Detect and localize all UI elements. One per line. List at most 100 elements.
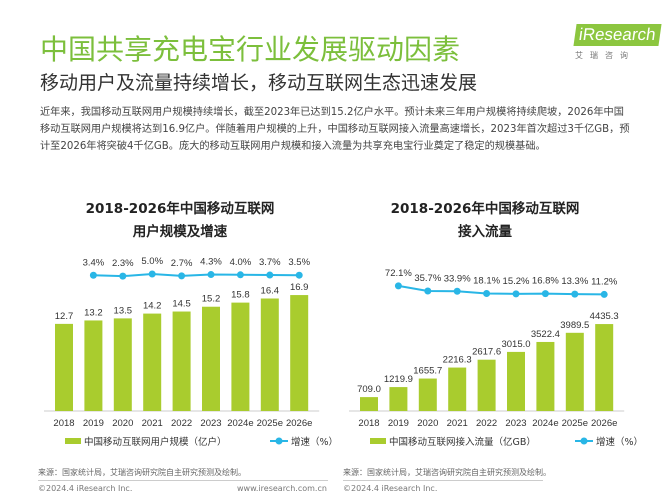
chart2-bar-label-2026e: 4435.3 xyxy=(590,311,619,322)
chart1-growth-point-2022 xyxy=(178,272,186,280)
chart1-title-line1: 2018-2026年中国移动互联网 xyxy=(85,201,275,217)
chart2-growth-line xyxy=(398,284,605,296)
chart1-bar-label-2020: 13.5 xyxy=(114,305,133,316)
chart2-growth-point-2024e xyxy=(541,290,549,298)
chart2-bar-label-2020: 1655.7 xyxy=(413,366,442,377)
chart2-bar-2024e xyxy=(536,341,555,411)
chart2-bar-label-2018: 709.0 xyxy=(357,384,381,395)
chart2-bar-label-2023: 3015.0 xyxy=(501,339,530,350)
chart1-growth-point-2026e xyxy=(295,271,303,279)
chart1-bar-2019 xyxy=(84,320,103,411)
chart2-growth-label-2020: 35.7% xyxy=(414,273,441,284)
chart1-bar-2023 xyxy=(202,306,220,411)
chart2-bar-2019 xyxy=(389,387,408,411)
chart2-title-line2: 接入流量 xyxy=(458,224,512,240)
chart2-bar-label-2022: 2617.6 xyxy=(472,347,501,358)
footer-divider-right xyxy=(343,480,543,481)
chart2-legend-bar-swatch xyxy=(370,438,386,444)
chart1-title-line2: 用户规模及增速 xyxy=(132,224,228,240)
copyright-left: ©2024.4 iResearch Inc. xyxy=(38,484,133,493)
chart2-xtick-2019: 2019 xyxy=(388,418,409,429)
chart1-bar-2024e xyxy=(231,302,250,411)
chart2-growth-point-2021 xyxy=(453,287,461,295)
chart1-growth-point-2021 xyxy=(148,270,156,278)
chart1-xtick-2023: 2023 xyxy=(200,418,221,429)
summary-paragraph: 近年来，我国移动互联网用户规模持续增长，截至2023年已达到15.2亿户水平。预… xyxy=(40,107,630,152)
chart1-legend-bar-swatch xyxy=(65,438,81,444)
chart2-bar-2020 xyxy=(418,378,437,411)
chart1-growth-point-2020 xyxy=(119,272,127,280)
chart2-xtick-2020: 2020 xyxy=(417,418,438,429)
chart2-growth-point-2020 xyxy=(424,287,432,295)
copyright-right: ©2024.4 iResearch Inc. xyxy=(343,484,438,493)
chart2-growth-label-2021: 33.9% xyxy=(444,273,471,284)
chart1-growth-line xyxy=(93,272,300,278)
chart1-bar-label-2025e: 16.4 xyxy=(261,285,280,296)
chart1-bar-label-2018: 12.7 xyxy=(55,311,74,322)
page-title: 中国共享充电宝行业发展驱动因素 xyxy=(40,33,461,66)
chart1-xtick-2018: 2018 xyxy=(53,418,74,429)
chart2-bar-2025e xyxy=(565,332,584,411)
chart1-xtick-2026e: 2026e xyxy=(286,418,312,429)
chart2-growth-point-2026e xyxy=(600,290,608,298)
chart2-growth-point-2025e xyxy=(571,290,579,298)
chart1-bar-label-2023: 15.2 xyxy=(202,294,221,305)
chart1-legend-line-label: 增速（%） xyxy=(291,436,338,448)
chart1-legend-line-dot xyxy=(275,437,283,445)
chart1-growth-label-2021: 5.0% xyxy=(141,256,163,267)
chart2-legend-line-label: 增速（%） xyxy=(596,436,643,448)
chart2-growth-point-2023 xyxy=(512,290,520,298)
chart1-bar-label-2019: 13.2 xyxy=(84,307,103,318)
chart2-bar-label-2025e: 3989.5 xyxy=(560,320,589,331)
chart2-bar-2021 xyxy=(448,367,467,411)
chart1-growth-label-2019: 3.4% xyxy=(83,257,105,268)
chart2-growth-label-2026e: 11.2% xyxy=(591,276,618,287)
chart1-growth-point-2019 xyxy=(89,271,97,279)
chart1-growth-label-2023: 4.3% xyxy=(200,257,222,268)
chart2-bar-2026e xyxy=(595,324,614,411)
source-note-left: 来源：国家统计局，艾瑞咨询研究院自主研究预测及绘制。 xyxy=(38,468,246,477)
chart1-growth-label-2026e: 3.5% xyxy=(288,257,310,268)
chart1-bar-2025e xyxy=(260,298,279,411)
chart1-growth-label-2025e: 3.7% xyxy=(259,257,281,268)
chart1-bar-2018 xyxy=(55,323,73,411)
chart2-title: 2018-2026年中国移动互联网 接入流量 xyxy=(335,198,635,244)
chart2-xtick-2025e: 2025e xyxy=(562,418,588,429)
chart2-legend-line-dot xyxy=(580,437,588,445)
chart1-bar-label-2026e: 16.9 xyxy=(290,282,309,293)
chart2-growth-label-2025e: 13.3% xyxy=(561,276,588,287)
chart2-growth-label-2022: 18.1% xyxy=(473,275,500,286)
chart2-growth-point-2019 xyxy=(394,282,402,290)
footer-divider-left xyxy=(38,480,328,481)
chart2-bar-label-2021: 2216.3 xyxy=(443,355,472,366)
chart2-title-line1: 2018-2026年中国移动互联网 xyxy=(390,201,580,217)
chart1-growth-point-2024e xyxy=(236,271,244,279)
page-subtitle: 移动用户及流量持续增长，移动互联网生态迅速发展 xyxy=(40,72,478,94)
chart2-xtick-2026e: 2026e xyxy=(591,418,617,429)
source-note-right: 来源：国家统计局，艾瑞咨询研究院自主研究预测及绘制。 xyxy=(343,468,551,477)
logo-cn: 艾瑞咨询 xyxy=(575,51,635,60)
chart2-bar-2023 xyxy=(507,351,525,411)
chart2-xtick-2023: 2023 xyxy=(505,418,526,429)
chart1-bar-label-2022: 14.5 xyxy=(172,299,191,310)
chart2-bar-2018 xyxy=(360,397,378,411)
iresearch-logo: iResearch 艾瑞咨询 xyxy=(573,24,662,61)
chart1-xtick-2025e: 2025e xyxy=(257,418,283,429)
chart1-bar-2022 xyxy=(172,311,191,411)
chart1-bar-label-2024e: 15.8 xyxy=(231,290,250,301)
chart2-growth-label-2024e: 16.8% xyxy=(532,276,559,287)
chart2-xtick-2024e: 2024e xyxy=(532,418,558,429)
chart1-growth-point-2025e xyxy=(266,271,274,279)
chart2-growth-label-2019: 72.1% xyxy=(385,268,412,279)
chart1-xtick-2021: 2021 xyxy=(142,418,163,429)
chart1-bar-2026e xyxy=(290,295,309,411)
chart1-xtick-2020: 2020 xyxy=(112,418,133,429)
chart1-title: 2018-2026年中国移动互联网 用户规模及增速 xyxy=(30,198,330,244)
chart2-xtick-2022: 2022 xyxy=(476,418,497,429)
chart1-growth-point-2023 xyxy=(207,271,215,279)
chart1-growth-label-2024e: 4.0% xyxy=(230,257,252,268)
chart1-xtick-2024e: 2024e xyxy=(227,418,253,429)
chart2-legend-bar-label: 中国移动互联网接入流量（亿GB） xyxy=(389,436,536,448)
website: www.iresearch.com.cn xyxy=(237,484,327,493)
